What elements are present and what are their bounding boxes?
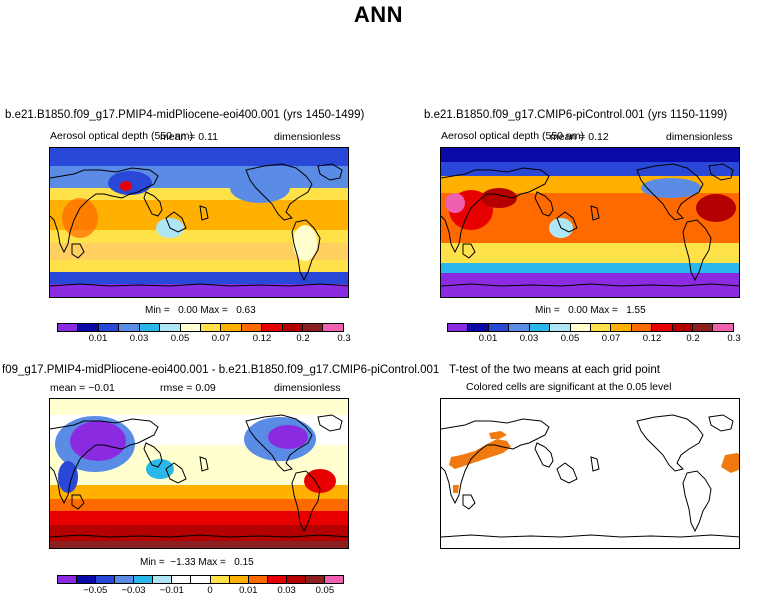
panel-2-mean: mean = 0.12 [550,131,609,143]
panel-4-title: T-test of the two means at each grid poi… [449,364,660,376]
colorbar-swatch [324,576,343,583]
colorbar-swatch [652,324,673,331]
colorbar-tick-label: 0.01 [478,333,498,344]
colorbar-swatch [98,324,120,331]
colorbar-swatch [286,576,306,583]
colorbar-tick-label: −0.01 [159,585,184,596]
panel-3-units: dimensionless [274,382,341,394]
colorbar-swatch [210,576,230,583]
colorbar-swatch [262,324,283,331]
colorbar-swatch [509,324,530,331]
colorbar-swatch [180,324,201,331]
colorbar-swatch [693,324,714,331]
colorbar-swatch [115,576,135,583]
colorbar-tick-label: 0.2 [296,333,310,344]
colorbar-swatch [468,324,489,331]
colorbar-swatch [153,576,173,583]
colorbar-swatch [229,576,249,583]
panel-1-mean: mean = 0.11 [160,131,218,143]
panel-2-variable: Aerosol optical depth (550 nm) [441,130,584,142]
colorbar-swatch [221,324,242,331]
panel-4-map [440,398,740,549]
colorbar-swatch [134,576,154,583]
panel-3-mean: mean = −0.01 [50,382,115,394]
colorbar-swatch [77,576,97,583]
panel-1-coastlines [50,163,348,287]
panel-1-variable: Aerosol optical depth (550 nm) [50,130,193,142]
colorbar-swatch [590,324,612,331]
colorbar-swatch [78,324,99,331]
colorbar-swatch [119,324,140,331]
panel-2-minmax: Min = 0.00 Max = 1.55 [535,305,646,316]
colorbar-swatch [305,576,325,583]
colorbar-tick-label: 0.2 [686,333,700,344]
colorbar-swatch [267,576,287,583]
colorbar-tick-label: 0.05 [170,333,190,344]
colorbar-tick-label: −0.05 [83,585,108,596]
colorbar-swatch [139,324,161,331]
colorbar-tick-label: 0.03 [519,333,539,344]
colorbar-swatch [529,324,551,331]
colorbar-swatch [303,324,324,331]
colorbar-swatch [448,324,469,331]
colorbar-tick-label: 0.03 [277,585,296,596]
colorbar-swatch [172,576,192,583]
colorbar-swatch [96,576,116,583]
colorbar-tick-label: 0.12 [252,333,272,344]
panel-3-title: f09_g17.PMIP4-midPliocene-eoi400.001 - b… [2,364,440,376]
colorbar-tick-label: −0.03 [121,585,146,596]
panel-1-map [49,147,349,298]
colorbar-swatch [160,324,181,331]
colorbar-tick-label: 0.07 [211,333,231,344]
colorbar-swatch [570,324,591,331]
panel-2-title: b.e21.B1850.f09_g17.CMIP6-piControl.001 … [424,109,728,121]
colorbar-swatch [241,324,263,331]
colorbar-swatch [631,324,653,331]
figure-title: ANN [353,2,404,27]
panel-1-units: dimensionless [274,131,341,143]
colorbar-swatch [713,324,733,331]
colorbar-swatch [58,324,79,331]
colorbar-tick-label: 0.05 [315,585,335,596]
panel-2-units: dimensionless [666,131,733,143]
panel-3-minmax: Min = −1.33 Max = 0.15 [140,557,254,568]
panel-2-colorbar-labels: 0.01 0.03 0.05 0.07 0.12 0.2 0.3 [447,333,741,345]
panel-3-map [49,398,349,549]
colorbar-swatch [248,576,268,583]
panel-2-map [440,147,740,298]
panel-4-significant-cells [449,431,739,493]
panel-1-colorbar [57,323,344,332]
colorbar-tick-label: 0.05 [560,333,580,344]
colorbar-swatch [282,324,304,331]
panel-1-colorbar-labels: 0.01 0.03 0.05 0.07 0.12 0.2 0.3 [57,333,351,345]
colorbar-tick-label: 0.03 [129,333,149,344]
colorbar-swatch [191,576,211,583]
panel-2-colorbar [447,323,734,332]
panel-3-colorbar-labels: −0.05 −0.03 −0.01 0 0.01 0.03 0.05 [57,585,344,597]
colorbar-swatch [611,324,632,331]
colorbar-tick-label: 0 [207,585,213,596]
panel-4-subtitle: Colored cells are significant at the 0.0… [466,381,672,393]
colorbar-swatch [550,324,571,331]
colorbar-swatch [488,324,510,331]
colorbar-tick-label: 0.12 [642,333,662,344]
colorbar-swatch [58,576,78,583]
colorbar-swatch [672,324,694,331]
colorbar-tick-label: 0.07 [601,333,621,344]
colorbar-tick-label: 0.01 [239,585,258,596]
colorbar-tick-label: 0.3 [727,333,741,344]
colorbar-swatch [323,324,343,331]
colorbar-tick-label: 0.01 [88,333,108,344]
panel-3-colorbar [57,575,344,584]
panel-1-minmax: Min = 0.00 Max = 0.63 [145,305,256,316]
panel-3-coastlines [50,414,348,538]
panel-4-coastlines [441,414,739,538]
panel-3-rmse: rmse = 0.09 [160,382,216,394]
panel-1-title: b.e21.B1850.f09_g17.PMIP4-midPliocene-eo… [5,109,365,121]
colorbar-tick-label: 0.3 [337,333,351,344]
colorbar-swatch [200,324,222,331]
panel-2-coastlines [441,163,739,287]
